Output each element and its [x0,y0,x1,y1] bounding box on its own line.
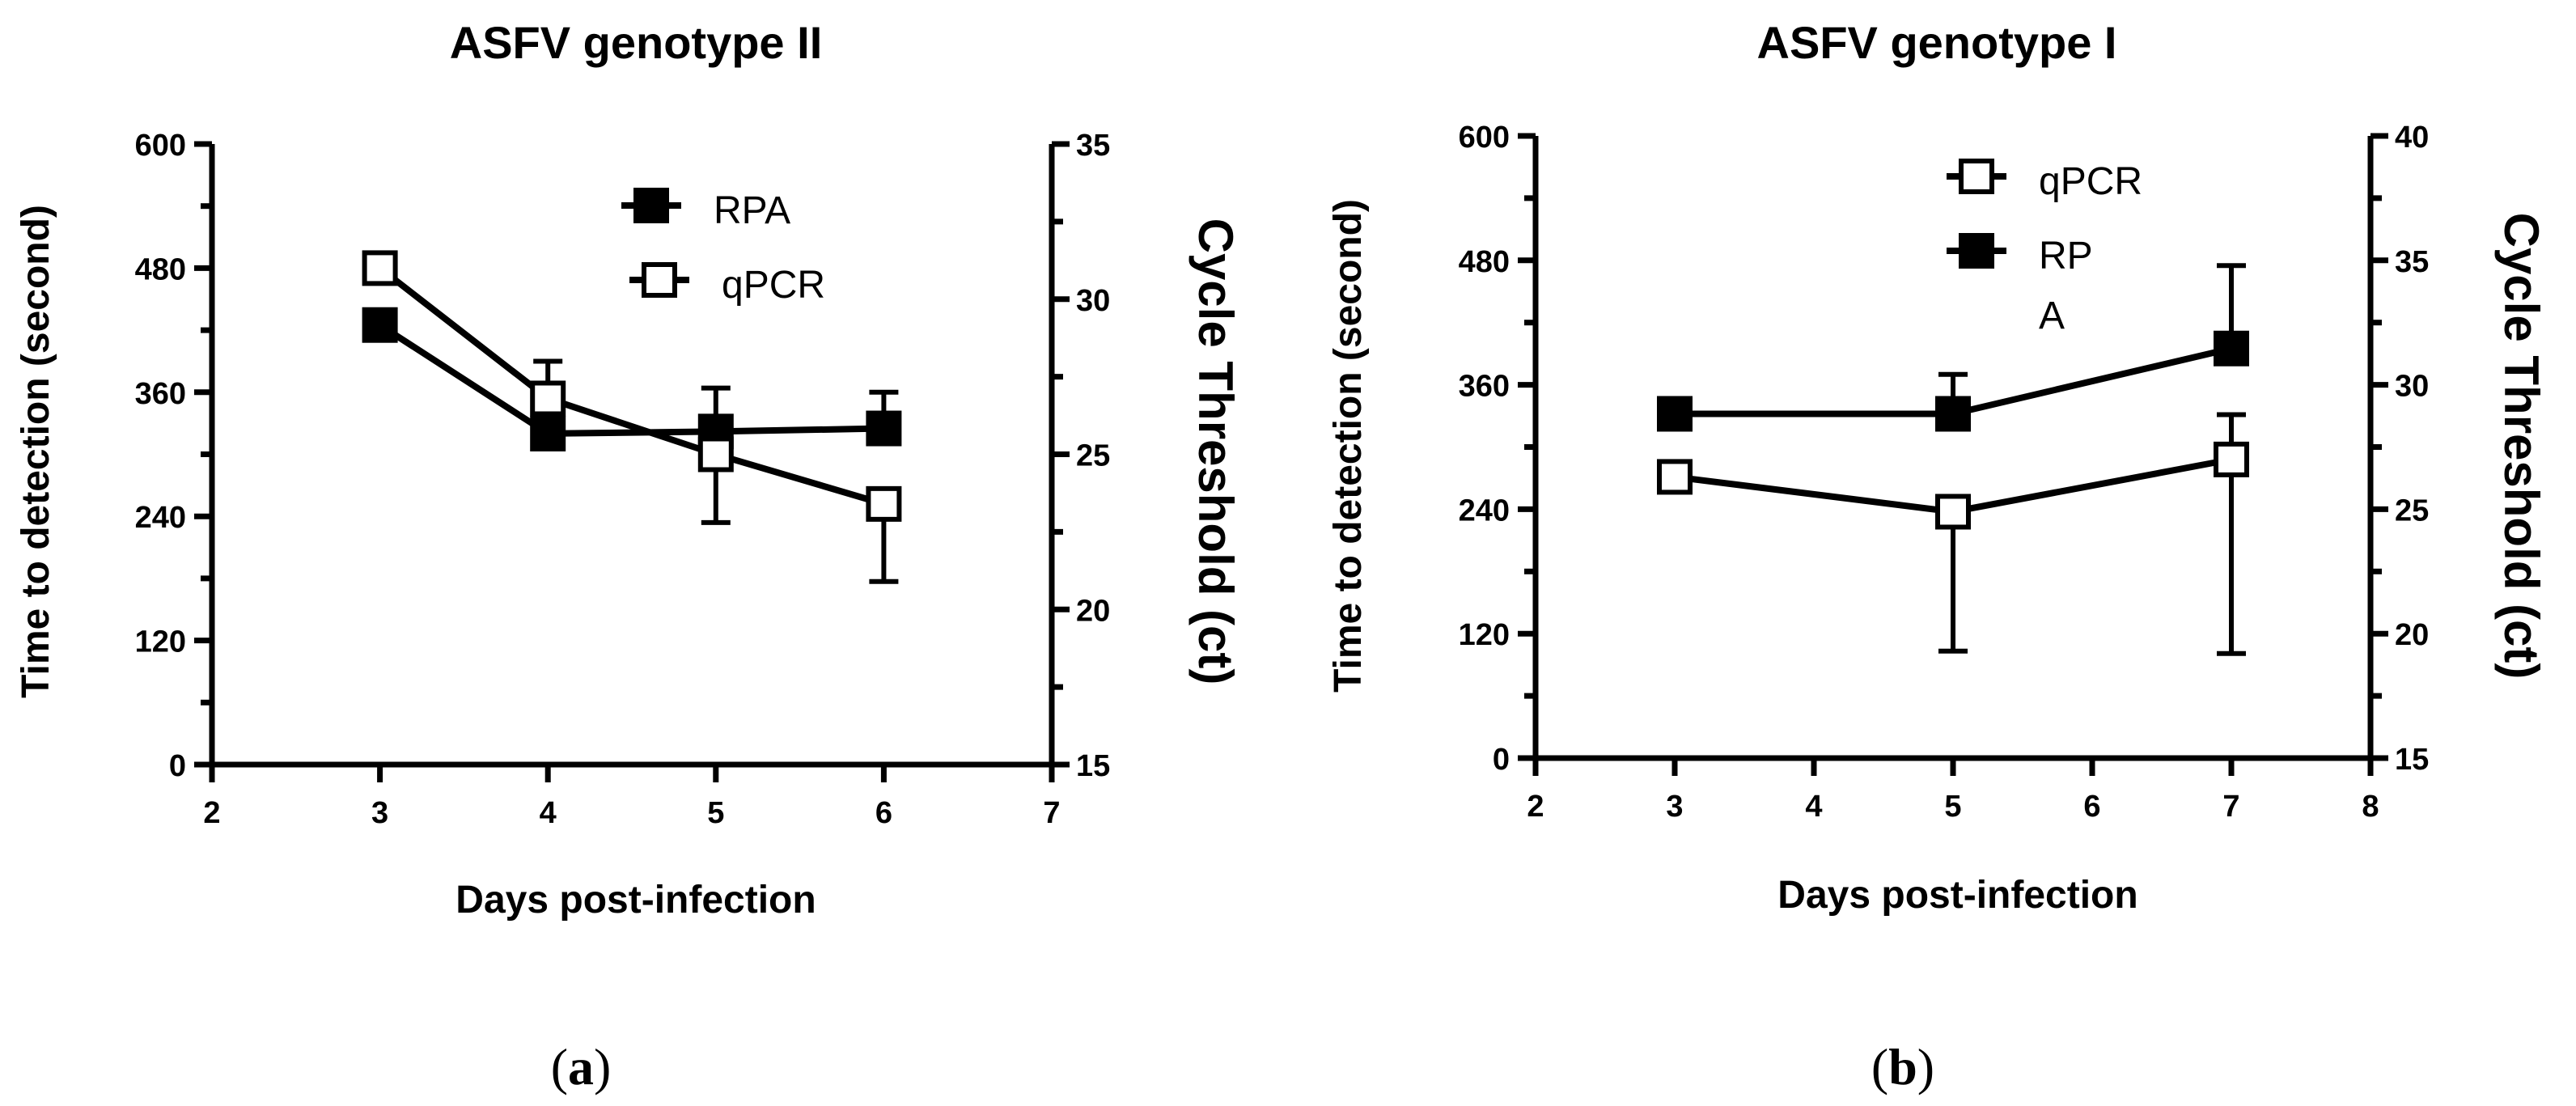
panel-a-chart: ASFV genotype II Days post-infection Tim… [15,17,1243,1095]
panel-b-x-tick-label: 4 [1805,790,1822,824]
panel-a-rpa-data-point [362,307,398,343]
panel-a-qpcr-series-line [378,265,885,507]
panel-b-y-tick-label: 600 [1459,121,1510,155]
panel-a-y2-tick-label: 20 [1076,594,1110,628]
panel-b-x-tick-label: 5 [1944,790,1961,824]
panel-b-x-axis-label: Days post-infection [1777,874,2137,917]
panel-b-legend-marker-qpcr [1959,159,1994,194]
panel-b-x-tick-label: 6 [2083,790,2100,824]
panel-b-legend-label-rp: RP [2039,235,2093,278]
panel-a-qpcr-data-point [362,250,398,286]
panel-a-y2-tick-label: 30 [1076,284,1110,318]
panel-a-y2-tick-label: 35 [1076,129,1110,163]
panel-a-y-tick-label: 600 [135,129,186,163]
panel-b-legend-label-qpcr: qPCR [2039,160,2142,203]
panel-b-y-tick-label: 0 [1493,743,1510,777]
panel-b-rpa-data-point [2214,330,2249,367]
panel-a-y2-tick-label: 15 [1076,749,1110,783]
panel-a-y-tick-label: 360 [135,377,186,411]
panel-b-y-axis-label: Time to detection (second) [1327,199,1370,693]
panel-b-y2-tick-label: 20 [2395,618,2429,652]
panel-a-qpcr-data-point [866,485,902,522]
panel-b-qpcr-data-point [1935,494,1971,530]
panel-b-y2-axis-label: Cycle Threshold (ct) [2494,213,2548,680]
panel-a-x-tick-label: 2 [203,796,220,830]
panel-a-legend-label-rpa: RPA [714,189,790,232]
panel-a-y-tick-label: 480 [135,252,186,286]
panel-a-qpcr-data-point [530,380,566,417]
panel-a-y2-tick-label: 25 [1076,439,1110,473]
panel-b-chart: ASFV genotype I Days post-infection Time… [1327,17,2548,1095]
panel-a-rpa-data-point [530,415,566,451]
panel-b-y-tick-label: 120 [1459,618,1510,652]
panel-a-legend-label-qpcr: qPCR [722,264,825,307]
panel-b-y2-tick-label: 40 [2395,121,2429,155]
panel-b-y-tick-label: 360 [1459,370,1510,404]
panel-a-y-tick-label: 240 [135,501,186,535]
panel-a-x-tick-label: 3 [371,796,388,830]
panel-b-legend-marker-rpa [1959,233,1994,269]
panel-a-legend-marker-rpa [633,188,669,223]
panel-b-qpcr-data-point [2214,441,2249,477]
panel-a-qpcr-data-point [697,436,734,472]
panel-b-x-tick-label: 7 [2222,790,2239,824]
panel-a-caption-letter: a [568,1038,594,1095]
panel-a-y-tick-label: 0 [169,749,186,783]
panel-b-caption: (b) [1871,1038,1934,1095]
panel-b-rpa-data-point [1657,396,1693,432]
panel-b-y-tick-label: 240 [1459,494,1510,528]
panel-b-rpa-data-point [1935,396,1971,432]
panel-a-x-tick-label: 4 [540,796,557,830]
panel-b-x-tick-label: 2 [1527,790,1544,824]
panel-a-y2-axis-label: Cycle Threshold (ct) [1188,218,1243,685]
panel-a-x-axis-label: Days post-infection [455,879,816,922]
panel-a-legend-marker-qpcr [642,262,677,298]
panel-a-x-tick-label: 6 [875,796,892,830]
panel-b-caption-letter: b [1888,1038,1917,1095]
panel-a-title: ASFV genotype II [450,17,823,68]
panel-a-rpa-data-point [866,410,902,447]
panel-b-y2-tick-label: 25 [2395,494,2429,528]
panel-b-y2-tick-label: 35 [2395,245,2429,279]
panel-a-rpa-series-line [378,322,884,437]
panel-b-y2-tick-label: 30 [2395,370,2429,404]
panel-b-legend-label-a: A [2039,295,2065,337]
panel-b-y2-tick-label: 15 [2395,743,2429,777]
panel-b-x-tick-label: 3 [1666,790,1683,824]
panel-a-x-tick-label: 5 [707,796,724,830]
panel-b-y-tick-label: 480 [1459,245,1510,279]
panel-a-caption: (a) [551,1038,612,1095]
panel-b-title: ASFV genotype I [1757,17,2117,68]
panel-a-y-tick-label: 120 [135,625,186,659]
panel-b-qpcr-data-point [1657,459,1693,495]
panel-b-x-tick-label: 8 [2362,790,2379,824]
panel-a-x-tick-label: 7 [1043,796,1060,830]
panel-a-y-axis-label: Time to detection (second) [15,205,57,698]
